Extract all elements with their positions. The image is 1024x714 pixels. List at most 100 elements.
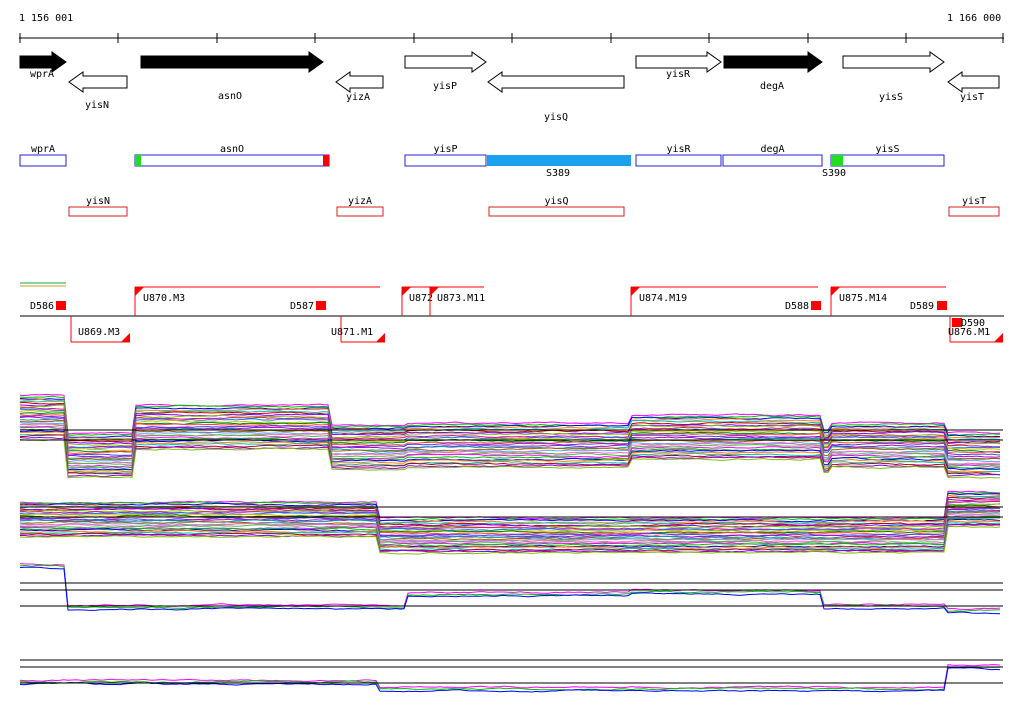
gene-label-yisS: yisS <box>879 92 903 103</box>
tu-flag-U873.M11 <box>430 287 439 296</box>
gene-arrow-degA <box>723 51 823 73</box>
profile-track-1-series-12 <box>19 413 1001 455</box>
minus-box-yisQ <box>488 206 625 217</box>
gene-track: wprA yisN asnO yizA yisP yisQ yisR degA yisS yisT <box>19 51 1000 123</box>
tu-label-U870.M3: U870.M3 <box>143 293 185 304</box>
profile-track-1-series-25 <box>19 434 1001 476</box>
plus-box-label-yisS: yisS <box>875 144 899 155</box>
plus-box-degA <box>722 154 823 167</box>
gene-arrow-yisN <box>68 71 128 93</box>
tu-label-U875.M14: U875.M14 <box>839 293 887 304</box>
tu-flag-U872 <box>402 287 411 296</box>
profile-track-1-series-24 <box>19 433 1001 474</box>
terminator-D586 <box>56 301 66 310</box>
profile-track-1-series-16 <box>19 420 1001 461</box>
profile-track-1-series-7 <box>19 404 1001 447</box>
gene-arrow-wprA <box>19 51 67 73</box>
gene-arrow-yisR <box>635 51 722 73</box>
terminator-label-D590: D590 <box>961 318 985 329</box>
profile-track-2-series-25 <box>19 523 1001 552</box>
ruler-start-label: 1 156 001 <box>19 13 74 24</box>
profile-track-2-series-24 <box>19 522 1001 551</box>
gene-label-yisN: yisN <box>85 100 109 111</box>
profile-track-2-series-23 <box>20 520 1001 550</box>
gene-label-yisP: yisP <box>433 81 457 92</box>
tu-label-U874.M19: U874.M19 <box>639 293 687 304</box>
profile-track-2-series-16 <box>20 511 1001 541</box>
gene-label-degA: degA <box>760 81 784 92</box>
profile-track-1-series-2 <box>19 397 1001 438</box>
terminator-D590 <box>952 318 962 327</box>
plus-box-wprA <box>19 154 67 167</box>
profile-track-2-series-20 <box>19 517 1000 546</box>
segment-label-S389: S389 <box>546 168 570 179</box>
tu-flag-U875.M14 <box>831 287 840 296</box>
plus-box-yisP <box>404 154 487 167</box>
terminator-D589 <box>937 301 947 310</box>
minus-strand-box-track: yisN yizA yisQ yisT <box>68 196 1000 217</box>
gene-arrow-yisT <box>947 71 1000 93</box>
profile-track-1-series-13 <box>19 415 1001 456</box>
plus-box-label-yisP: yisP <box>433 144 457 155</box>
profile-track-1-series-6 <box>19 404 1001 445</box>
ruler-end-label: 1 166 000 <box>947 13 1002 24</box>
plus-box-label-wprA: wprA <box>31 144 55 155</box>
profile-track-4-series-2 <box>19 667 1001 693</box>
profile-track-1-series-20 <box>19 426 1000 468</box>
transcription-unit-track: U869.M3 U870.M3 U871.M1 U872 U873.M11 U874.M1… <box>20 282 1004 343</box>
profile-track-1-series-23 <box>19 431 1001 473</box>
profile-track-1-series-19 <box>19 425 1000 466</box>
plus-box-label-asnO: asnO <box>220 144 244 155</box>
profile-track-2-series-7 <box>19 500 1001 529</box>
plus-box-yisS <box>830 154 945 167</box>
profile-track-2-series-21 <box>19 517 1001 547</box>
gene-arrow-yisP <box>404 51 487 73</box>
minus-box-yisN <box>68 206 128 217</box>
minus-box-label-yizA: yizA <box>348 196 372 207</box>
terminator-D588 <box>811 301 821 310</box>
tu-label-U869.M3: U869.M3 <box>78 327 120 338</box>
plus-box-label-yisR: yisR <box>666 144 691 155</box>
terminator-label-D588: D588 <box>785 301 809 312</box>
tu-label-U876.M1: U876.M1 <box>948 327 990 338</box>
gene-label-wprA: wprA <box>30 69 54 80</box>
expression-profile-tracks <box>19 393 1003 693</box>
terminator-label-D586: D586 <box>30 301 54 312</box>
profile-track-1-series-15 <box>19 418 1001 460</box>
ruler-axis <box>19 33 1004 43</box>
profile-track-2-series-15 <box>19 510 1001 540</box>
gene-arrow-yisQ <box>487 71 625 93</box>
tu-flag-U870.M3 <box>135 287 144 296</box>
profile-track-3-series-2 <box>19 566 1001 615</box>
profile-track-2-series-1 <box>19 491 1001 522</box>
tu-flag-U876.M1 <box>994 333 1003 342</box>
plus-box-yisR <box>635 154 722 167</box>
profile-track-2-series-6 <box>19 498 1001 528</box>
gene-arrow-yisS <box>842 51 945 73</box>
profile-track-2-series-27 <box>19 525 1001 555</box>
minus-box-label-yisN: yisN <box>86 196 110 207</box>
plus-strand-box-track: wprA asnO yisP yisR degA yisS S389 S390 <box>19 144 945 179</box>
segment-S390 <box>831 155 843 166</box>
gene-arrow-yizA <box>335 71 384 93</box>
plus-box-label-degA: degA <box>760 144 784 155</box>
gene-label-yisT: yisT <box>960 92 984 103</box>
profile-track-1-series-5 <box>19 401 1001 444</box>
gene-label-yizA: yizA <box>346 92 370 103</box>
tu-label-U871.M1: U871.M1 <box>331 327 373 338</box>
profile-track-2-series-26 <box>19 524 1001 553</box>
profile-track-2-series-11 <box>20 504 1001 534</box>
profile-track-4-series-0 <box>19 664 1001 690</box>
tu-flag-U871.M1 <box>376 333 385 342</box>
tu-flag-U869.M3 <box>121 333 130 342</box>
segment-label-S390: S390 <box>822 168 846 179</box>
segment-S389 <box>487 155 631 166</box>
asnO-end-marker <box>323 155 329 166</box>
profile-track-3-series-0 <box>19 563 1001 611</box>
profile-track-2-series-19 <box>20 515 1000 545</box>
gene-label-yisQ: yisQ <box>544 112 568 123</box>
tu-label-U873.M11: U873.M11 <box>437 293 485 304</box>
profile-track-3-series-1 <box>19 564 1001 612</box>
asnO-start-marker <box>135 155 141 166</box>
plus-box-asnO <box>134 154 330 167</box>
